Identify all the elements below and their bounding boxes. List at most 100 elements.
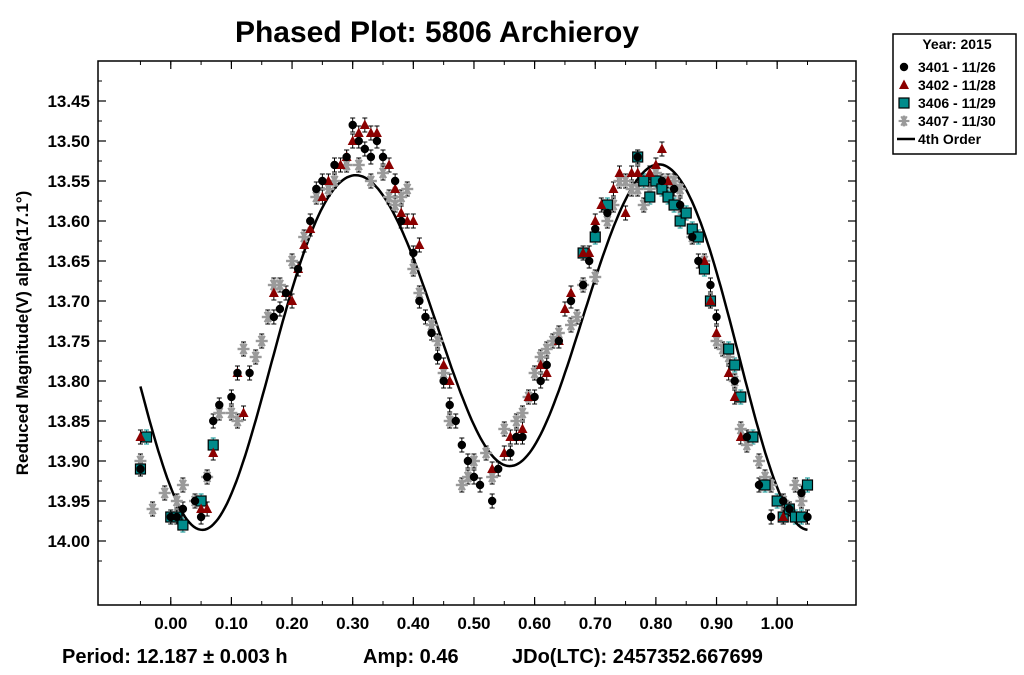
data-point-triangle [438, 359, 449, 369]
data-point-asterisk [516, 407, 529, 419]
data-point-circle [318, 176, 327, 186]
data-point-asterisk [322, 183, 335, 195]
data-point-asterisk [286, 255, 299, 267]
data-point-circle [494, 464, 503, 474]
data-point-asterisk [225, 407, 238, 419]
data-point-triangle [208, 447, 219, 457]
data-point-triangle [620, 207, 631, 217]
data-point-asterisk [401, 183, 414, 195]
data-point-asterisk [377, 167, 390, 179]
x-axis-ticks: 0.00 0.10 0.20 0.30 0.40 0.50 0.60 0.70 0.80 0.90… [139, 61, 808, 633]
data-point-triangle [584, 247, 595, 257]
data-point-asterisk [237, 343, 250, 355]
period-label: Period: 12.187 ± 0.003 h [62, 646, 288, 668]
data-point-triangle [559, 303, 570, 313]
fit-curve-4th-order [139, 163, 808, 532]
data-point-triangle [705, 295, 716, 305]
y-axis-ticks: 13.45 13.50 13.55 13.60 13.65 13.70 13.75 13.80… [47, 80, 856, 562]
legend-label: 4th Order [918, 131, 982, 147]
data-point-circle [742, 432, 752, 442]
data-point-circle [421, 312, 430, 322]
x-tick-label: 0.70 [579, 614, 612, 633]
data-point-asterisk [467, 455, 480, 467]
epoch-label: JDo(LTC): 2457352.667699 [512, 646, 763, 668]
y-tick-label: 14.00 [47, 532, 90, 551]
data-point-circle [427, 328, 436, 338]
data-point-asterisk [601, 215, 614, 227]
legend-entry: 3401 - 11/26 [899, 59, 996, 75]
data-point-circle [354, 136, 363, 146]
data-point-circle [415, 296, 424, 306]
data-point-circle [675, 200, 685, 210]
y-tick-label: 13.60 [47, 212, 90, 231]
y-tick-label: 13.75 [47, 332, 90, 351]
legend-title: Year: 2015 [922, 36, 991, 52]
data-point-asterisk [789, 479, 802, 491]
data-point-triangle [305, 223, 316, 233]
data-point-square [723, 343, 735, 355]
data-point-triangle [723, 367, 734, 377]
error-bars [137, 117, 810, 533]
data-point-square [801, 479, 814, 491]
data-point-circle [166, 512, 175, 522]
x-tick-label: 1.00 [761, 614, 794, 633]
data-point-asterisk [255, 335, 268, 347]
data-point-circle [451, 416, 460, 426]
data-point-circle [584, 256, 594, 266]
x-tick-label: 0.00 [154, 614, 187, 633]
data-point-triangle [565, 287, 576, 297]
data-point-asterisk [637, 199, 650, 211]
data-point-circle [366, 152, 376, 162]
x-tick-label: 0.90 [700, 614, 733, 633]
legend-marker-triangle [899, 79, 909, 89]
legend-entry: 3406 - 11/29 [898, 95, 996, 111]
data-point-circle [803, 512, 812, 522]
data-point-square [589, 231, 601, 243]
data-point-triangle [299, 239, 310, 249]
data-point-circle [506, 448, 515, 458]
data-point-asterisk [389, 199, 402, 211]
data-point-triangle [317, 191, 328, 201]
data-point-circle [536, 376, 545, 386]
data-point-circle [463, 456, 473, 466]
legend-marker-square [898, 97, 910, 109]
data-point-circle [312, 184, 321, 194]
data-point-asterisk [170, 495, 183, 507]
data-point-triangle [135, 431, 146, 441]
y-tick-label: 13.50 [47, 132, 90, 151]
data-point-triangle [614, 167, 625, 177]
data-point-square [680, 207, 692, 219]
x-tick-label: 0.20 [276, 614, 309, 633]
data-point-square [638, 175, 650, 187]
data-point-triangle [517, 423, 528, 433]
data-point-circle [281, 288, 291, 298]
data-point-asterisk [231, 415, 244, 427]
data-point-triangle [238, 407, 249, 417]
data-point-asterisk [528, 367, 541, 379]
data-point-circle [445, 400, 454, 410]
data-point-circle [209, 416, 218, 426]
legend-label: 3401 - 11/26 [918, 59, 996, 75]
data-point-asterisk [383, 191, 396, 203]
data-point-circle [542, 360, 551, 370]
data-point-circle [372, 136, 382, 146]
data-point-circle [554, 336, 564, 346]
data-point-circle [330, 160, 339, 170]
data-point-triangle [268, 287, 279, 297]
data-point-circle [227, 392, 236, 402]
data-point-circle [293, 264, 303, 274]
data-point-circle [766, 512, 776, 522]
data-point-triangle [656, 143, 667, 153]
legend-label: 3402 - 11/28 [918, 77, 996, 93]
data-point-asterisk [589, 271, 602, 283]
data-point-circle [196, 512, 206, 522]
data-point-asterisk [395, 191, 408, 203]
data-point-triangle [353, 127, 364, 137]
data-point-asterisk [407, 263, 420, 275]
data-point-triangle [596, 199, 607, 209]
data-point-circle [669, 184, 679, 194]
legend-entry: 4th Order [897, 131, 982, 147]
data-point-circle [397, 216, 406, 226]
y-tick-label: 13.70 [47, 292, 90, 311]
